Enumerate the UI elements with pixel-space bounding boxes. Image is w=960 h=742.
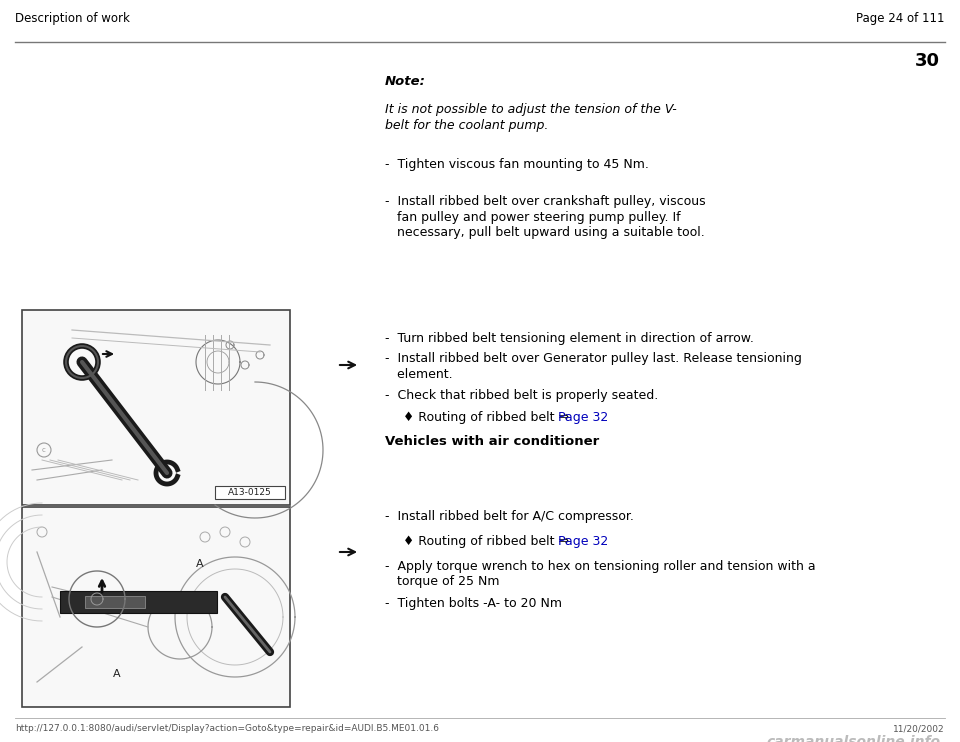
Bar: [23, 311, 289, 504]
Bar: [60, 591, 217, 613]
Text: It is not possible to adjust the tension of the V-: It is not possible to adjust the tension…: [385, 103, 677, 116]
Bar: [215, 486, 285, 499]
Text: fan pulley and power steering pump pulley. If: fan pulley and power steering pump pulle…: [385, 211, 681, 223]
Text: Page 24 of 111: Page 24 of 111: [856, 12, 945, 25]
Text: belt for the coolant pump.: belt for the coolant pump.: [385, 119, 548, 131]
Bar: [23, 508, 289, 706]
Text: A13-0125: A13-0125: [228, 488, 272, 497]
Text: carmanualsonline.info: carmanualsonline.info: [766, 735, 940, 742]
Text: c: c: [42, 447, 46, 453]
Text: Description of work: Description of work: [15, 12, 130, 25]
Text: Note:: Note:: [385, 75, 426, 88]
Text: ♦ Routing of ribbed belt ⇒: ♦ Routing of ribbed belt ⇒: [403, 535, 573, 548]
Text: A: A: [113, 669, 121, 679]
Bar: [22, 310, 290, 505]
Text: torque of 25 Nm: torque of 25 Nm: [385, 575, 499, 588]
Text: element.: element.: [385, 367, 452, 381]
Text: Vehicles with air conditioner: Vehicles with air conditioner: [385, 435, 599, 448]
Text: -  Install ribbed belt over crankshaft pulley, viscous: - Install ribbed belt over crankshaft pu…: [385, 195, 706, 208]
Text: -  Install ribbed belt for A/C compressor.: - Install ribbed belt for A/C compressor…: [385, 510, 634, 523]
Text: -  Tighten viscous fan mounting to 45 Nm.: - Tighten viscous fan mounting to 45 Nm.: [385, 158, 649, 171]
Text: Page 32: Page 32: [558, 411, 609, 424]
Text: http://127.0.0.1:8080/audi/servlet/Display?action=Goto&type=repair&id=AUDI.B5.ME: http://127.0.0.1:8080/audi/servlet/Displ…: [15, 724, 439, 733]
Text: ♦ Routing of ribbed belt ⇒: ♦ Routing of ribbed belt ⇒: [403, 411, 573, 424]
Text: Page 32: Page 32: [558, 535, 609, 548]
Text: -  Tighten bolts -A- to 20 Nm: - Tighten bolts -A- to 20 Nm: [385, 597, 562, 610]
Text: 11/20/2002: 11/20/2002: [894, 724, 945, 733]
Text: 30: 30: [915, 52, 940, 70]
Text: -  Turn ribbed belt tensioning element in direction of arrow.: - Turn ribbed belt tensioning element in…: [385, 332, 754, 345]
Text: A: A: [196, 559, 204, 569]
Text: necessary, pull belt upward using a suitable tool.: necessary, pull belt upward using a suit…: [385, 226, 705, 239]
Text: -  Check that ribbed belt is properly seated.: - Check that ribbed belt is properly sea…: [385, 390, 659, 402]
Bar: [85, 596, 145, 608]
Bar: [22, 507, 290, 707]
Text: -  Apply torque wrench to hex on tensioning roller and tension with a: - Apply torque wrench to hex on tensioni…: [385, 559, 816, 573]
Text: -  Install ribbed belt over Generator pulley last. Release tensioning: - Install ribbed belt over Generator pul…: [385, 352, 802, 365]
